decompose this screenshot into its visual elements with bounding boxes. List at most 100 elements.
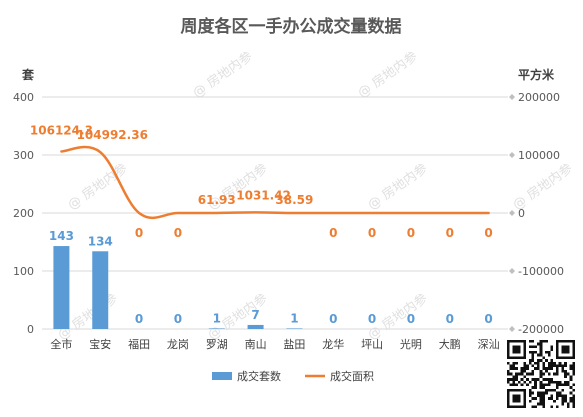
qr-module xyxy=(547,361,551,365)
qr-module xyxy=(528,399,532,403)
qr-module xyxy=(539,353,543,357)
qr-module xyxy=(564,361,567,365)
qr-module xyxy=(520,383,524,387)
bar-value-label: 0 xyxy=(446,312,454,326)
qr-module xyxy=(523,369,527,373)
qr-module xyxy=(550,397,554,400)
right-tick-label: 100000 xyxy=(518,149,560,162)
qr-module xyxy=(526,364,529,368)
qr-module xyxy=(545,340,548,343)
qr-module xyxy=(561,388,565,392)
line-value-label: 104992.36 xyxy=(77,128,148,142)
qr-module xyxy=(539,350,543,354)
qr-module xyxy=(539,399,543,403)
watermarks: @ 房地内参 @ 房地内参@ 房地内参 @ 房地内参 @ 房地内参 @ 房地内参@ 房地… xyxy=(55,48,576,343)
bar xyxy=(208,328,225,329)
qr-module xyxy=(569,386,573,389)
bar-value-label: 134 xyxy=(88,234,113,248)
qr-module xyxy=(572,394,575,398)
qr-module xyxy=(547,367,551,370)
qr-module xyxy=(572,399,575,403)
right-tick-mark xyxy=(509,210,515,216)
qr-module xyxy=(545,369,548,373)
right-tick-mark xyxy=(509,326,515,332)
qr-module xyxy=(569,378,573,381)
qr-module xyxy=(555,364,559,368)
qr-module xyxy=(555,405,559,408)
right-axis-label: 平方米 xyxy=(518,67,555,82)
qr-module xyxy=(545,388,548,392)
category-label: 福田 xyxy=(128,337,150,351)
qr-module xyxy=(536,342,540,346)
qr-module xyxy=(520,372,524,376)
qr-module xyxy=(523,361,527,365)
qr-module xyxy=(542,402,546,406)
qr-module xyxy=(569,364,573,368)
qr-module xyxy=(531,364,535,368)
qr-module xyxy=(547,350,551,354)
qr-module xyxy=(542,372,546,376)
left-tick-label: 0 xyxy=(27,323,34,336)
category-label: 龙华 xyxy=(322,337,344,351)
qr-module xyxy=(547,380,551,384)
bar xyxy=(53,246,70,329)
qr-module xyxy=(558,383,562,387)
qr-module xyxy=(534,378,537,381)
qr-module xyxy=(536,394,540,398)
qr-module xyxy=(545,383,548,387)
qr-module xyxy=(569,397,573,400)
qr-module xyxy=(526,378,529,381)
qr-module xyxy=(550,380,554,384)
left-tick-label: 400 xyxy=(13,91,34,104)
qr-module xyxy=(515,361,518,365)
qr-module xyxy=(507,372,510,376)
qr-module xyxy=(550,367,554,370)
legend-swatch-bar xyxy=(212,372,232,380)
legend-label: 成交套数 xyxy=(237,369,281,383)
watermark-text: @ 房地内参 xyxy=(190,48,256,101)
qr-module xyxy=(509,383,513,387)
qr-module xyxy=(564,375,567,379)
qr-module xyxy=(526,372,529,376)
qr-module xyxy=(520,367,524,370)
qr-module xyxy=(512,375,516,379)
qr-module xyxy=(566,402,570,406)
qr-module xyxy=(572,369,575,373)
qr-module xyxy=(558,361,562,365)
watermark-text: @ 房地内参 xyxy=(510,160,576,213)
qr-module xyxy=(528,391,532,395)
qr-module xyxy=(566,405,570,408)
qr-module xyxy=(555,372,559,376)
qr-module xyxy=(572,367,575,370)
qr-module xyxy=(572,397,575,400)
qr-module xyxy=(515,367,518,370)
bar xyxy=(286,328,303,329)
qr-module xyxy=(564,364,567,368)
qr-module xyxy=(534,386,537,389)
qr-module xyxy=(534,367,537,370)
qr-module xyxy=(545,350,548,354)
qr-module xyxy=(528,359,532,362)
qr-module xyxy=(539,340,543,343)
tick-labels: 0100200300400-200000-1000000100000200000… xyxy=(13,91,564,351)
qr-module xyxy=(539,391,543,395)
qr-module xyxy=(550,364,554,368)
qr-module xyxy=(555,369,559,373)
qr-module xyxy=(542,367,546,370)
qr-module xyxy=(534,361,537,365)
legend-label: 成交面积 xyxy=(330,369,374,383)
qr-module xyxy=(534,397,537,400)
qr-module xyxy=(507,380,510,384)
qr-module xyxy=(515,383,518,387)
qr-module xyxy=(526,383,529,387)
qr-module xyxy=(561,399,565,403)
line-value-label: 0 xyxy=(368,226,376,240)
qr-module xyxy=(531,397,535,400)
qr-module xyxy=(542,361,546,365)
qr-module xyxy=(539,375,543,379)
line-value-label: 61.93 xyxy=(198,193,236,207)
qr-module xyxy=(561,397,565,400)
qr-module xyxy=(539,383,543,387)
line-value-label: 0 xyxy=(484,226,492,240)
